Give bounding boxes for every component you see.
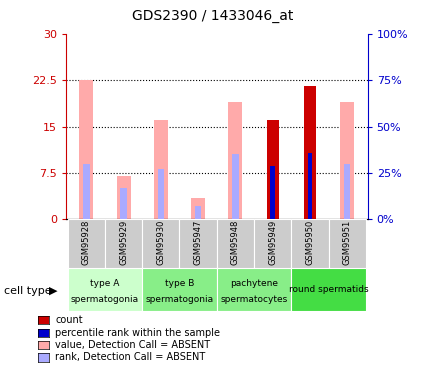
Text: GDS2390 / 1433046_at: GDS2390 / 1433046_at: [132, 9, 293, 23]
Bar: [142, 219, 179, 268]
Text: rank, Detection Call = ABSENT: rank, Detection Call = ABSENT: [55, 352, 206, 362]
Bar: [329, 219, 366, 268]
Bar: [68, 268, 142, 311]
Bar: [270, 165, 275, 219]
Bar: [195, 206, 201, 219]
Bar: [254, 219, 291, 268]
Bar: [179, 219, 217, 268]
Bar: [217, 268, 291, 311]
Bar: [291, 268, 366, 311]
Text: GSM95949: GSM95949: [268, 220, 277, 266]
Bar: [142, 268, 217, 311]
Text: value, Detection Call = ABSENT: value, Detection Call = ABSENT: [55, 340, 210, 350]
Text: pachytene: pachytene: [230, 279, 278, 288]
Bar: [191, 198, 205, 219]
Text: round spermatids: round spermatids: [289, 285, 368, 294]
Bar: [158, 169, 164, 219]
Text: percentile rank within the sample: percentile rank within the sample: [55, 328, 220, 338]
Text: GSM95948: GSM95948: [231, 220, 240, 266]
Bar: [116, 176, 131, 219]
Bar: [105, 219, 142, 268]
Bar: [340, 102, 354, 219]
Text: GSM95947: GSM95947: [194, 220, 203, 266]
Text: GSM95951: GSM95951: [343, 220, 351, 266]
Text: spermatogonia: spermatogonia: [145, 295, 213, 304]
Bar: [344, 164, 351, 219]
Text: spermatocytes: spermatocytes: [221, 295, 288, 304]
Bar: [79, 80, 94, 219]
Text: GSM95929: GSM95929: [119, 220, 128, 266]
Bar: [291, 219, 329, 268]
Bar: [217, 219, 254, 268]
Text: GSM95928: GSM95928: [82, 220, 91, 266]
Bar: [120, 188, 127, 219]
Bar: [68, 219, 105, 268]
Text: GSM95950: GSM95950: [306, 220, 314, 266]
Text: type B: type B: [165, 279, 194, 288]
Bar: [228, 102, 242, 219]
Bar: [154, 120, 168, 219]
Bar: [232, 154, 239, 219]
Text: type A: type A: [90, 279, 120, 288]
Text: spermatogonia: spermatogonia: [71, 295, 139, 304]
Bar: [266, 120, 279, 219]
Text: ▶: ▶: [49, 286, 57, 296]
Bar: [308, 153, 312, 219]
Text: cell type: cell type: [4, 286, 52, 296]
Text: GSM95930: GSM95930: [156, 220, 165, 266]
Bar: [83, 164, 90, 219]
Text: count: count: [55, 315, 83, 325]
Bar: [304, 86, 316, 219]
